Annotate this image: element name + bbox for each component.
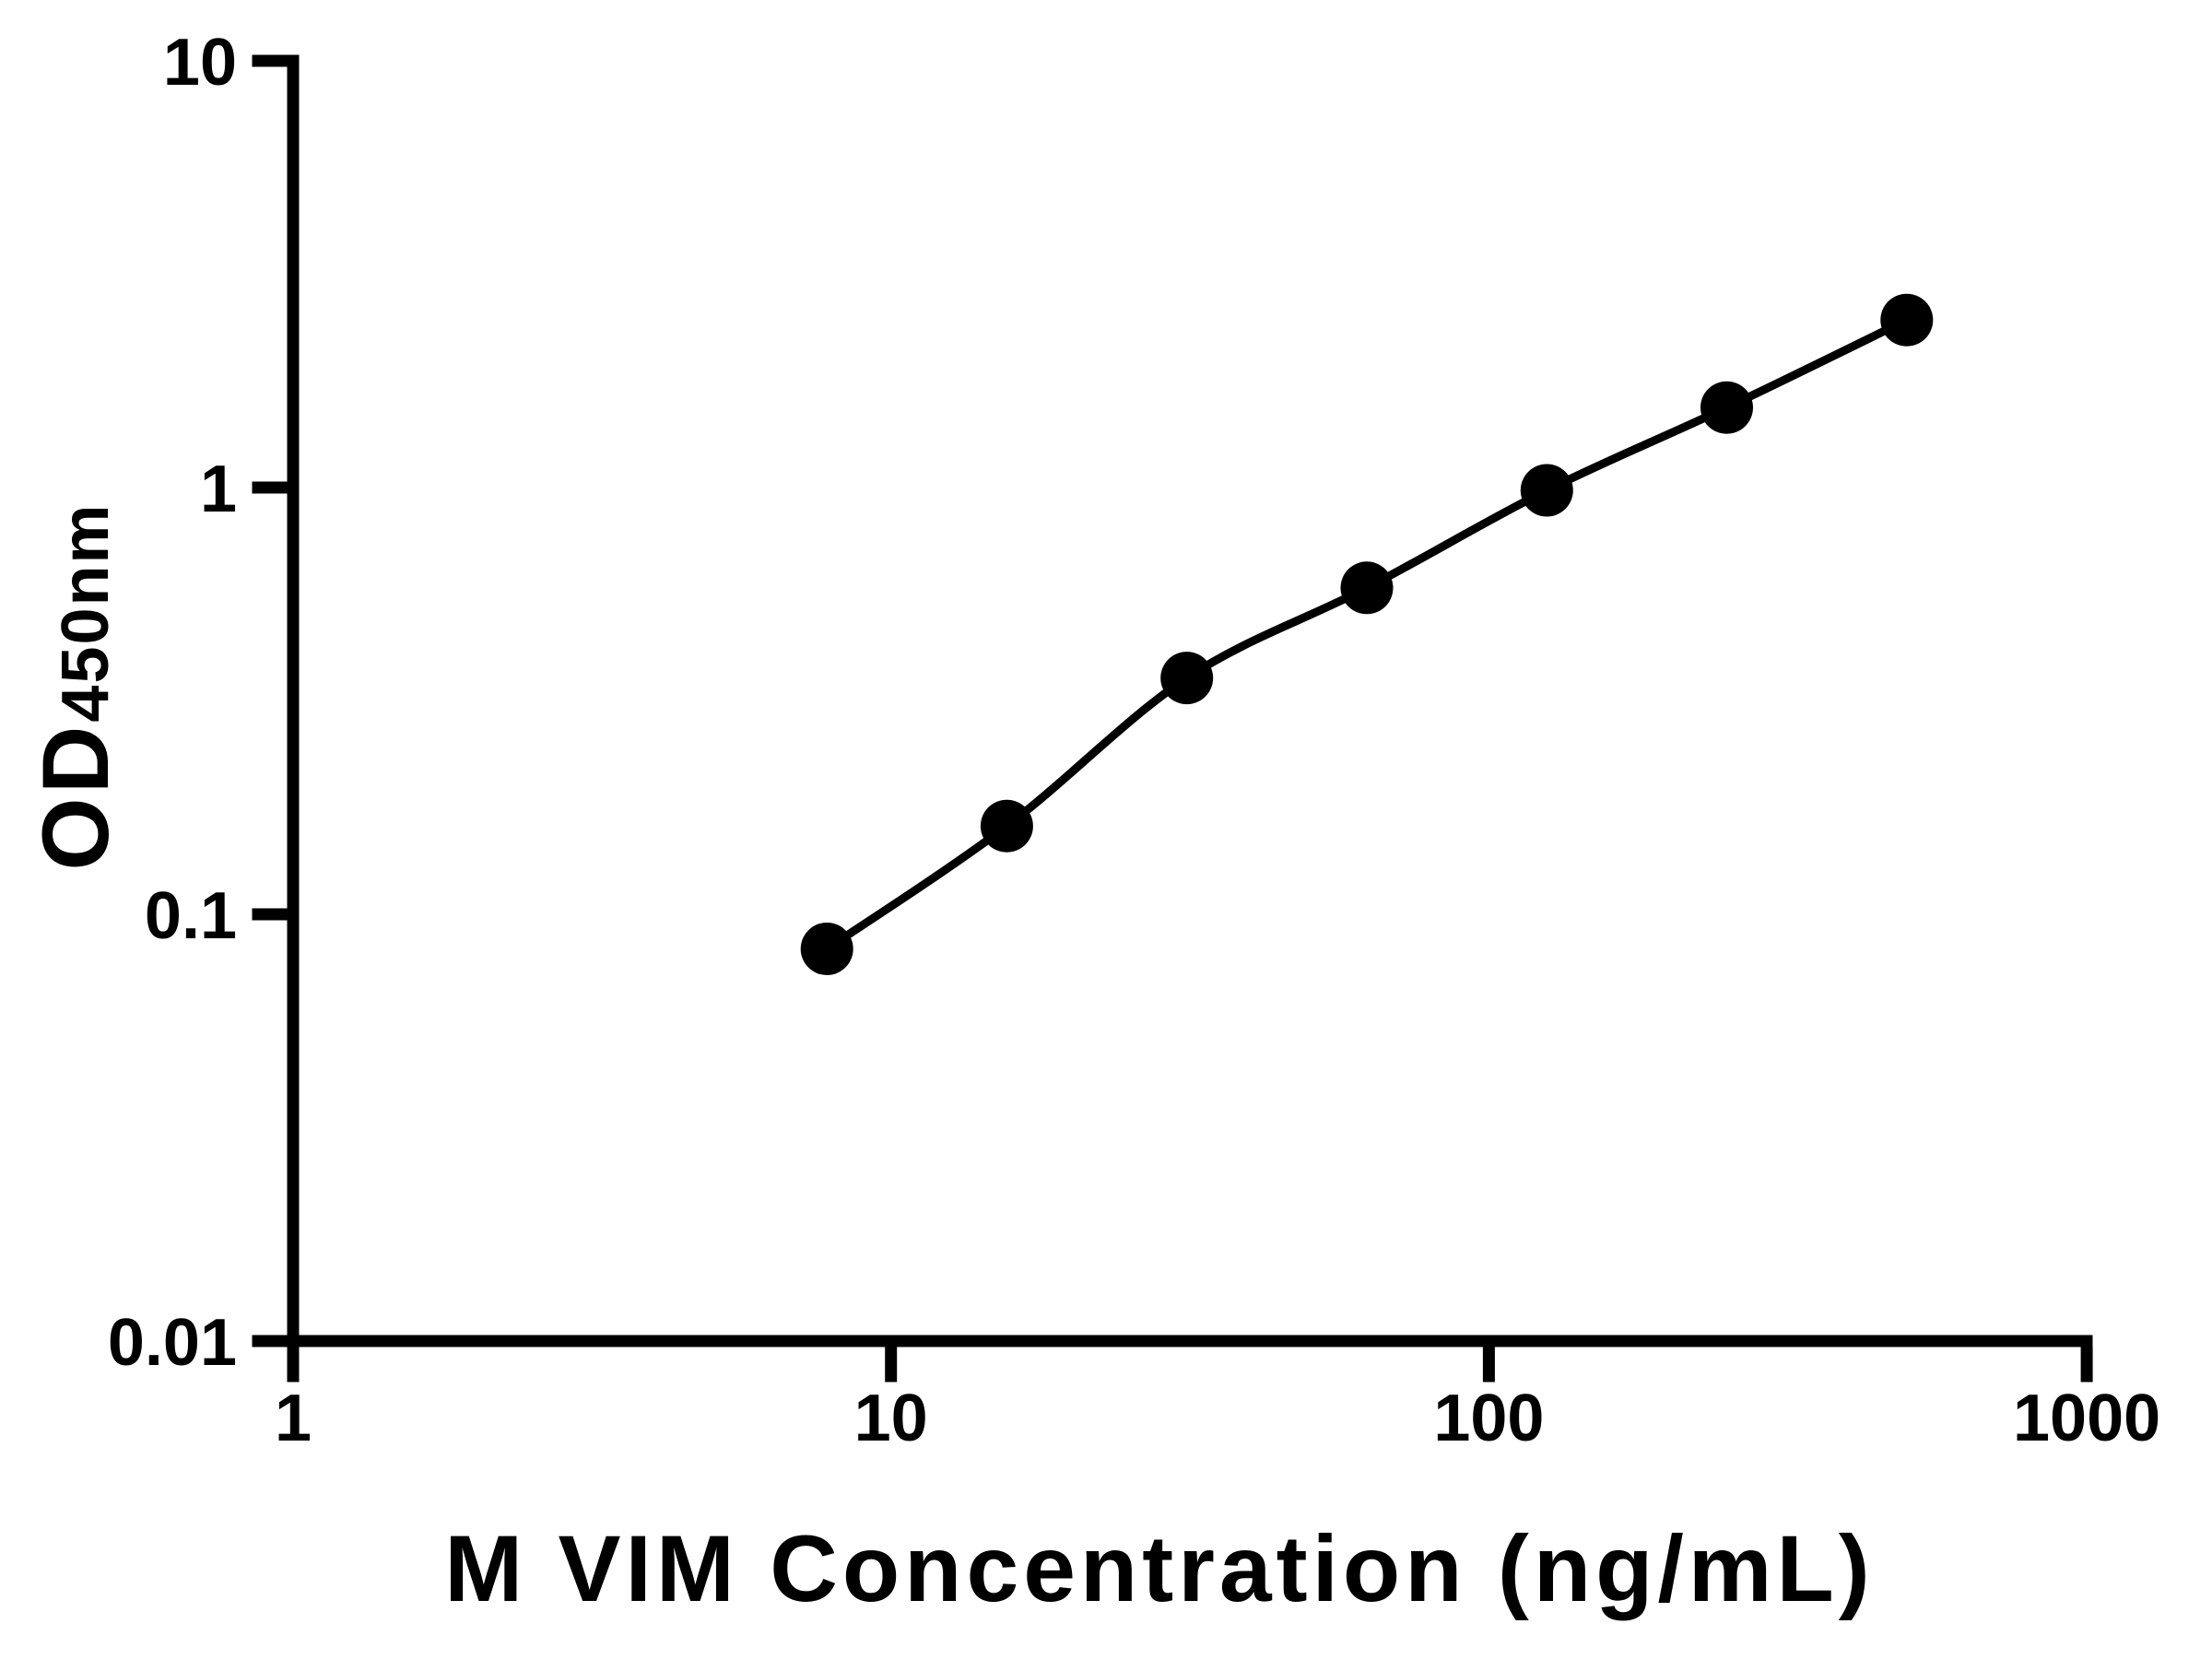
data-point-marker	[1160, 652, 1214, 705]
x-tick-label: 10	[854, 1382, 928, 1455]
x-axis-title: M VIM Concentration (ng/mL)	[444, 1516, 1875, 1621]
data-point-marker	[1700, 381, 1753, 434]
series-group	[800, 293, 1934, 975]
axes-group: 1 10 100 1000 0.01 0.1 1 10	[108, 26, 2160, 1455]
y-axis-title-subscript: 450nm	[49, 502, 123, 722]
data-point-marker	[980, 799, 1033, 853]
y-axis-title: OD450nm	[23, 502, 128, 870]
data-point-marker	[800, 923, 853, 975]
y-tick-label: 10	[163, 26, 237, 100]
data-point-marker	[1340, 561, 1394, 615]
x-tick-label: 1	[275, 1382, 312, 1455]
y-tick-label: 1	[200, 453, 237, 526]
data-point-marker	[1520, 464, 1573, 517]
x-tick-label: 1000	[2013, 1382, 2160, 1455]
y-axis-title-main: OD	[23, 723, 128, 871]
y-tick-label: 0.01	[108, 1306, 237, 1380]
x-tick-label: 100	[1433, 1382, 1544, 1455]
data-point-marker	[1880, 293, 1934, 347]
y-tick-label: 0.1	[145, 879, 237, 953]
